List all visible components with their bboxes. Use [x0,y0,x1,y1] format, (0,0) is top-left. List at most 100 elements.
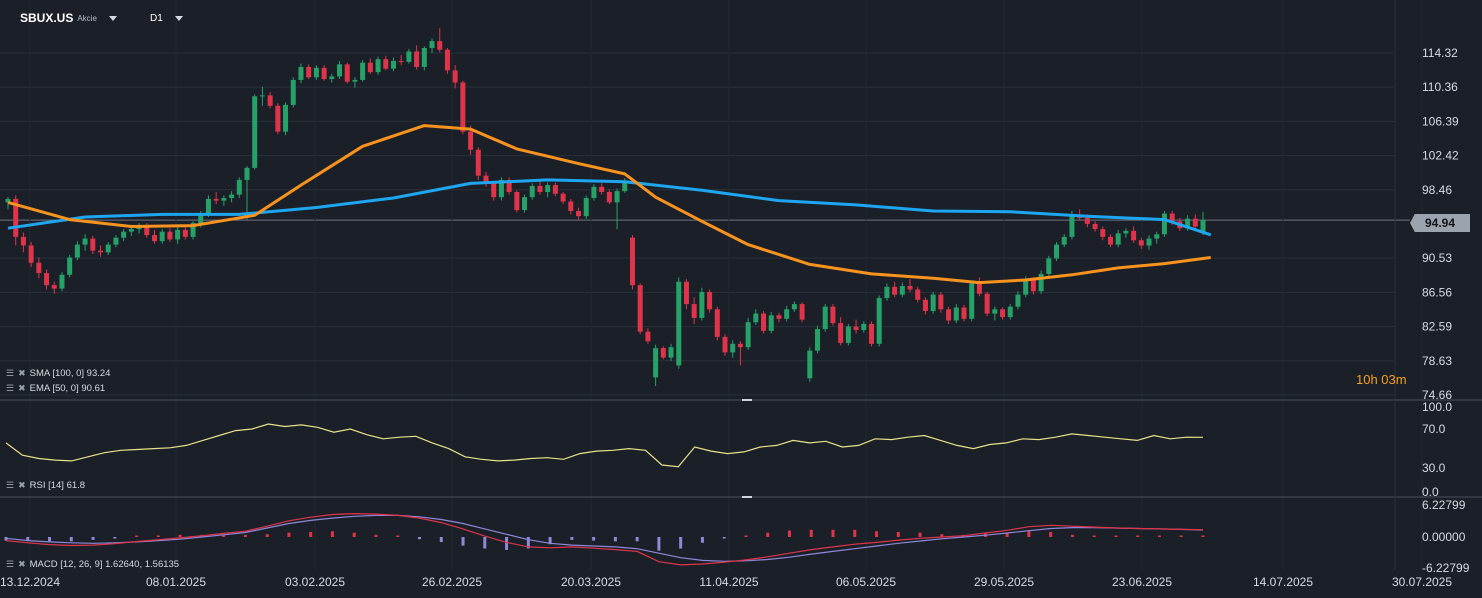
candle-body [1015,294,1021,307]
price-tick-label: 90.53 [1422,251,1452,265]
candle-body [1200,220,1206,233]
candle-body [683,281,689,305]
candle-body [606,192,612,203]
candle-body [1023,279,1029,295]
candle-body [375,59,381,73]
candle-body [938,294,944,310]
macd-histogram-bar [635,537,639,542]
close-icon[interactable]: ✖ [18,383,26,393]
candle-body [498,179,504,198]
candle-body [352,79,358,82]
candle-body [1123,230,1129,234]
candle-body [660,348,666,358]
macd-histogram-bar [657,537,661,551]
timeframe-label: D1 [150,12,163,24]
chevron-down-icon[interactable] [174,15,183,21]
candle-body [522,197,528,211]
candle-body [198,213,204,224]
macd-histogram-bar [831,529,835,537]
rsi-legend[interactable]: ☰ ✖ RSI [14] 61.8 [6,480,85,491]
candle-body [907,286,913,290]
candle-body [537,185,543,193]
close-icon[interactable]: ✖ [18,368,26,378]
macd-histogram-bar [1157,535,1161,537]
candle-body [1192,218,1198,227]
settings-icon[interactable]: ☰ [6,480,15,490]
candle-body [961,307,967,319]
symbol-selector[interactable]: SBUX.US Akcie [20,8,117,28]
candle-body [1007,306,1013,318]
date-tick-label: 29.05.2025 [974,575,1034,589]
settings-icon[interactable]: ☰ [6,559,15,569]
candle-body [838,323,844,343]
date-tick-label: 06.05.2025 [836,575,896,589]
rsi-tick-label: 70.0 [1422,422,1446,436]
candle-body [1061,236,1067,245]
candle-body [221,198,227,201]
macd-histogram-bar [1114,535,1118,537]
macd-histogram-bar [91,537,95,540]
candle-body [190,223,196,237]
candle-body [360,62,366,80]
macd-histogram-bar [374,534,378,537]
macd-line [5,512,1204,566]
candle-body [830,306,836,324]
candle-body [969,283,975,319]
price-tick-label: 82.59 [1422,320,1452,334]
macd-histogram-bar [113,537,117,539]
macd-histogram-bar [1136,535,1140,537]
candle-body [175,229,181,240]
chevron-down-icon[interactable] [108,15,117,21]
candle-body [290,79,296,105]
candle-body [298,66,304,80]
candle-body [1100,229,1106,237]
macd-histogram-bar [787,530,791,537]
candle-body [98,250,104,253]
candle-body [984,293,990,314]
candle-body [699,292,705,318]
macd-histogram-bar [439,537,443,543]
macd-histogram-bar [309,531,313,537]
candle-body [691,304,697,318]
candle-body [344,64,350,82]
candle-body [861,323,867,330]
candle-countdown: 10h 03m [1356,372,1407,387]
macd-tick-label: 0.00000 [1422,530,1466,544]
candle-body [745,322,751,348]
close-icon[interactable]: ✖ [18,480,26,490]
symbol-label: SBUX.US [20,11,74,25]
candle-body [622,180,628,192]
candle-body [583,198,589,217]
candle-body [899,286,905,295]
macd-legend[interactable]: ☰ ✖ MACD [12, 26, 9] 1.62640, 1.56135 [6,559,179,570]
candle-body [776,315,782,319]
settings-icon[interactable]: ☰ [6,383,15,393]
macd-histogram-bar [461,537,465,546]
macd-histogram-bar [243,534,247,537]
macd-histogram-bar [940,534,944,537]
close-icon[interactable]: ✖ [18,559,26,569]
candle-body [922,299,928,312]
candle-body [36,262,42,274]
candle-body [306,66,312,78]
candle-body [714,309,720,337]
candle-body [930,294,936,312]
candle-body [90,238,96,251]
macd-histogram-bar [418,537,422,540]
candle-body [460,82,466,132]
candle-body [20,236,26,246]
ema-legend[interactable]: ☰ ✖ EMA [50, 0] 90.61 [6,383,105,394]
settings-icon[interactable]: ☰ [6,368,15,378]
candle-body [1169,213,1175,222]
timeframe-selector[interactable]: D1 [150,8,183,28]
candle-body [151,235,157,242]
rsi-label: RSI [14] 61.8 [29,480,86,491]
candle-body [244,167,250,180]
macd-histogram-bar [69,537,73,542]
macd-histogram-bar [1201,535,1205,537]
rsi-tick-label: 100.0 [1422,400,1452,414]
candle-body [1138,240,1144,246]
sma-legend[interactable]: ☰ ✖ SMA [100, 0] 93.24 [6,368,110,379]
candle-body [753,313,759,323]
